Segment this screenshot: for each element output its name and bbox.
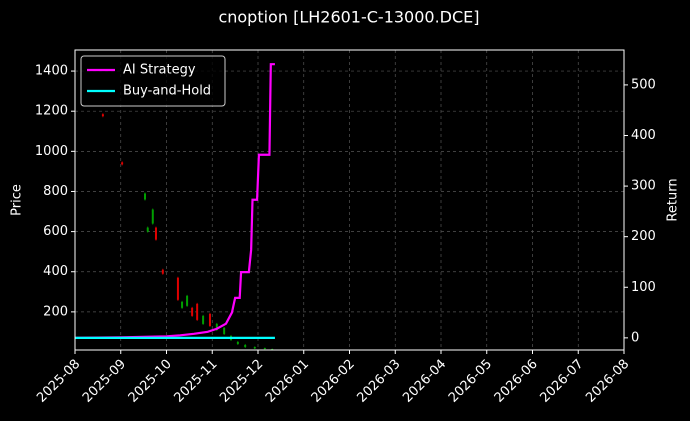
y2-tick-label: 0 <box>631 330 639 345</box>
legend-label: AI Strategy <box>123 63 196 78</box>
candle-body <box>253 346 256 349</box>
line-series <box>74 63 275 339</box>
y-tick-label: 400 <box>43 264 68 279</box>
candle-body <box>191 307 194 316</box>
y2-tick-label: 400 <box>631 128 656 143</box>
candle-body <box>143 193 146 200</box>
candle-body <box>181 301 184 308</box>
chart-title: cnoption [LH2601-C-13000.DCE] <box>218 8 479 27</box>
candle-body <box>208 313 211 326</box>
plot-frame <box>74 49 625 351</box>
candle-body <box>161 269 164 274</box>
candle-body <box>151 209 154 224</box>
x-tick-label: 2026-05 <box>446 357 495 406</box>
candle-body <box>121 162 124 165</box>
candle-body <box>176 277 179 300</box>
x-tick-label: 2026-01 <box>263 357 312 406</box>
y2-axis-label: Return <box>666 178 681 221</box>
legend-box <box>80 55 226 107</box>
x-tick-label: 2026-03 <box>355 357 404 406</box>
legend-label: Buy-and-Hold <box>123 84 211 99</box>
candle-body <box>186 295 189 306</box>
y-tick-label: 1000 <box>35 144 68 159</box>
candle-body <box>101 114 104 117</box>
x-tick-label: 2025-12 <box>217 357 266 406</box>
y-tick-label: 800 <box>43 184 68 199</box>
candle-body <box>244 344 247 347</box>
y2-tick-label: 500 <box>631 77 656 92</box>
y-tick-label: 200 <box>43 304 68 319</box>
candle-body <box>271 348 274 350</box>
candle-body <box>146 227 149 232</box>
y-tick-label: 600 <box>43 224 68 239</box>
y2-tick-label: 200 <box>631 229 656 244</box>
candle-body <box>202 315 205 324</box>
legend: AI Strategy Buy-and-Hold <box>80 55 226 107</box>
candle-body <box>196 303 199 320</box>
x-tick-label: 2026-08 <box>583 357 632 406</box>
candle-body <box>154 227 157 240</box>
y-axis-label: Price <box>10 184 25 216</box>
x-tick-label: 2025-08 <box>34 357 83 406</box>
candle-body <box>236 341 239 344</box>
y2-tick-label: 100 <box>631 280 656 295</box>
x-tick-label: 2026-04 <box>400 357 449 406</box>
candle-body <box>223 327 226 334</box>
y-tick-label: 1200 <box>35 104 68 119</box>
x-tick-label: 2026-02 <box>309 357 358 406</box>
x-tick-label: 2025-11 <box>172 357 221 406</box>
x-tick-label: 2025-10 <box>126 357 175 406</box>
candle-body <box>215 323 218 330</box>
y-tick-label: 1400 <box>35 64 68 79</box>
y2-tick-label: 300 <box>631 179 656 194</box>
x-tick-label: 2025-09 <box>80 357 129 406</box>
candle-body <box>263 347 266 349</box>
x-tick-label: 2026-07 <box>538 357 587 406</box>
x-tick-label: 2026-06 <box>492 357 541 406</box>
